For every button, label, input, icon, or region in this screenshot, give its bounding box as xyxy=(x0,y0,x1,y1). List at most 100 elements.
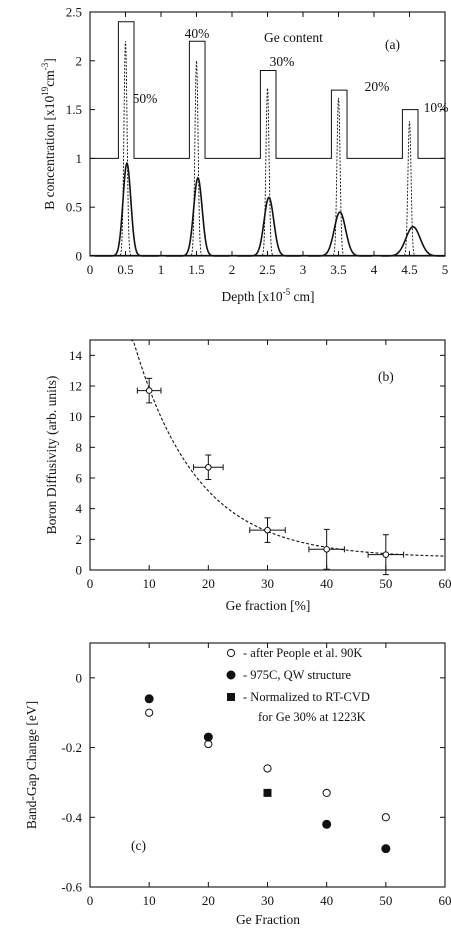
panel-c-filled-circle-point xyxy=(144,694,154,704)
panel-c-filled-circle-point xyxy=(203,732,213,742)
panel-b-data-point xyxy=(145,387,153,394)
panel-a-initial-peak xyxy=(109,41,142,257)
panel-b-x-tick-label: 50 xyxy=(379,576,392,591)
panel-a-x-tick-label: 1 xyxy=(158,262,165,277)
panel-a-initial-peak xyxy=(322,97,355,257)
panel-c-x-tick-label: 30 xyxy=(261,893,274,908)
panel-a-layer-labels: 50% 40% 30% 20% 10% xyxy=(133,26,449,115)
panel-b-diffusivity: 0 10 20 30 40 50 60 0 2 4 6 8 10 12 14 (b) Ge fractio… xyxy=(44,339,451,613)
panel-c-open-circle-point xyxy=(263,764,272,773)
panel-c-y-ticks: 0 -0.2 -0.4 -0.6 xyxy=(61,670,445,895)
panel-a-boron-diffused xyxy=(90,161,445,257)
panel-a-boron-initial xyxy=(109,41,426,257)
panel-c-data-points xyxy=(144,694,391,854)
panel-a-initial-peak xyxy=(393,121,426,257)
panel-a-y-tick-label: 0.5 xyxy=(66,200,82,215)
panel-a-x-tick-label: 4.5 xyxy=(401,262,417,277)
panel-b-x-tick-label: 30 xyxy=(261,576,274,591)
panel-b-y-ticks: 0 2 4 6 8 10 12 14 xyxy=(69,348,445,578)
panel-c-band-gap: 0 10 20 30 40 50 60 0 -0.2 -0.4 -0.6 - after Peop… xyxy=(24,642,451,927)
panel-c-legend-text-line2: for Ge 30% at 1223K xyxy=(258,710,366,724)
panel-c-open-circle-point xyxy=(381,813,390,822)
panel-c-legend-text: - 975C, QW structure xyxy=(243,668,352,682)
panel-c-open-circle-point xyxy=(145,708,154,717)
panel-c-filled-circle-point xyxy=(381,844,391,854)
panel-a-layer-label: 50% xyxy=(133,91,158,106)
panel-a-diffused-peak xyxy=(307,211,372,257)
panel-b-y-tick-label: 8 xyxy=(76,440,83,455)
panel-a-diffused-peak xyxy=(236,196,301,257)
panel-b-data-point xyxy=(323,546,330,553)
panel-c-x-ticks: 0 10 20 30 40 50 60 xyxy=(87,643,451,908)
panel-c-legend-text: - after People et al. 90K xyxy=(243,646,362,660)
panel-b-y-tick-label: 14 xyxy=(69,348,83,363)
panel-c-filled-square-point xyxy=(263,788,272,797)
panel-b-data-point xyxy=(382,551,390,558)
panel-a-layer-label: 20% xyxy=(365,79,390,94)
panel-a-initial-peak xyxy=(251,88,284,257)
panel-c-y-axis-label: Band-Gap Change [eV] xyxy=(24,701,39,829)
panel-c-x-tick-label: 40 xyxy=(320,893,333,908)
panel-c-y-tick-label: -0.6 xyxy=(61,880,82,895)
panel-a-y-tick-label: 2 xyxy=(76,53,83,68)
panel-a-diffused-peak xyxy=(381,225,445,257)
panel-a-x-ticks: 0 0.5 1 1.5 2 2.5 3 3.5 4 4.5 5 xyxy=(87,12,449,277)
panel-a-x-tick-label: 3 xyxy=(300,262,307,277)
panel-b-x-tick-label: 60 xyxy=(439,576,451,591)
panel-c-x-tick-label: 10 xyxy=(143,893,156,908)
panel-c-x-axis-label: Ge Fraction xyxy=(236,912,300,927)
panel-a-ge-profile xyxy=(90,21,445,159)
panel-a-x-tick-label: 2 xyxy=(229,262,236,277)
panel-a-diffused-peak xyxy=(165,176,230,257)
panel-b-y-tick-label: 6 xyxy=(76,471,83,486)
panel-c-legend-text: - Normalized to RT-CVD xyxy=(243,690,370,704)
panel-c-legend-marker xyxy=(227,693,235,701)
panel-c-filled-circle-point xyxy=(322,819,332,829)
panel-c-y-tick-label: 0 xyxy=(76,670,83,685)
panel-b-y-tick-label: 4 xyxy=(76,501,83,516)
panel-a-x-tick-label: 0.5 xyxy=(117,262,133,277)
panel-c-y-tick-label: -0.2 xyxy=(61,740,82,755)
panel-b-x-axis-label: Ge fraction [%] xyxy=(226,598,311,613)
panel-b-data-point xyxy=(264,526,271,534)
panel-b-fit-curve xyxy=(125,339,446,557)
panel-b-data-points xyxy=(136,377,405,576)
panel-a-annotation: Ge content xyxy=(264,30,323,45)
panel-a-x-axis-label: Depth [x10-5 cm] xyxy=(222,287,315,304)
panel-a-label: (a) xyxy=(385,37,400,52)
panel-c-label: (c) xyxy=(131,838,146,853)
panel-c-x-tick-label: 0 xyxy=(87,893,94,908)
panel-a-y-tick-label: 1.5 xyxy=(66,102,82,117)
panel-c-legend-marker xyxy=(226,648,236,658)
panel-a-y-ticks: 0 0.5 1 1.5 2 2.5 xyxy=(66,5,445,264)
panel-a-depth-profile: 0 0.5 1 1.5 2 2.5 3 3.5 4 4.5 5 0 0.5 1 1.5 2 2.5 50% 40… xyxy=(40,5,448,305)
panel-a-x-tick-label: 1.5 xyxy=(188,262,204,277)
panel-a-y-tick-label: 0 xyxy=(76,249,83,264)
panel-a-x-tick-label: 5 xyxy=(442,262,449,277)
panel-b-y-tick-label: 2 xyxy=(76,532,83,547)
panel-a-y-axis-label: B concentration [x1019cm-3] xyxy=(40,58,57,209)
panel-b-x-tick-label: 0 xyxy=(87,576,94,591)
panel-b-x-ticks: 0 10 20 30 40 50 60 xyxy=(87,340,451,591)
panel-b-y-tick-label: 0 xyxy=(76,563,83,578)
panel-c-y-tick-label: -0.4 xyxy=(61,810,82,825)
panel-b-data-point xyxy=(205,463,212,471)
panel-b-y-tick-label: 10 xyxy=(69,409,82,424)
panel-c-x-tick-label: 50 xyxy=(379,893,392,908)
panel-b-x-tick-label: 10 xyxy=(143,576,156,591)
panel-a-x-tick-label: 3.5 xyxy=(330,262,346,277)
panel-a-x-tick-label: 4 xyxy=(371,262,378,277)
panel-b-x-tick-label: 40 xyxy=(320,576,333,591)
panel-b-x-tick-label: 20 xyxy=(202,576,215,591)
panel-c-legend: - after People et al. 90K - 975C, QW stru… xyxy=(226,646,370,724)
panel-b-y-axis-label: Boron Diffusivity (arb. units) xyxy=(44,376,59,535)
panel-a-y-tick-label: 2.5 xyxy=(66,5,82,20)
panel-a-y-tick-label: 1 xyxy=(76,151,83,166)
panel-a-ge-step-line xyxy=(90,21,445,159)
panel-b-y-tick-label: 12 xyxy=(69,379,82,394)
panel-a-x-tick-label: 0 xyxy=(87,262,94,277)
panel-c-x-tick-label: 20 xyxy=(202,893,215,908)
panel-c-open-circle-point xyxy=(322,788,331,797)
panel-c-legend-marker xyxy=(226,670,236,680)
